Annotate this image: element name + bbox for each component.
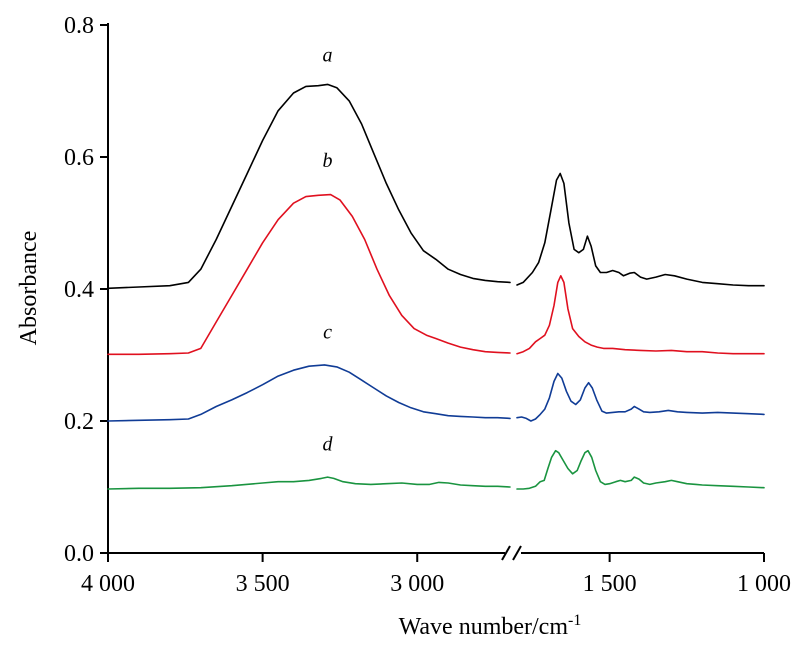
series-a-line-segment-1 — [107, 83, 511, 290]
series-label-a: a — [323, 44, 333, 66]
series-a-line-segment-2 — [516, 172, 765, 287]
x-tick-label: 3 500 — [236, 571, 290, 597]
x-axis-title: Wave number/cm-1 — [399, 612, 582, 640]
y-tick-label: 0.6 — [64, 145, 94, 171]
y-tick-label: 0.4 — [64, 277, 94, 303]
series-d-line-segment-2 — [516, 449, 765, 490]
series-label-b: b — [323, 150, 333, 172]
x-tick-label: 3 000 — [390, 571, 444, 597]
series-b-line-segment-1 — [107, 193, 511, 356]
axis-break-mark-left — [501, 545, 511, 561]
axes: 0.0 0.2 0.4 0.6 0.8 4 000 3 500 3 000 1 500 1 000 — [64, 13, 791, 597]
series-c-line-segment-1 — [107, 364, 511, 422]
series-c-line-segment-2 — [516, 372, 765, 422]
x-tick-label: 1 000 — [737, 571, 791, 597]
x-axis-title-text: Wave number/cm — [399, 614, 569, 640]
axis-break-mark-right — [512, 545, 522, 561]
series-b-line-segment-2 — [516, 275, 765, 355]
series-group — [107, 83, 765, 490]
y-tick-label: 0.2 — [64, 409, 94, 435]
y-tick-label: 0.8 — [64, 13, 94, 39]
labels-group: a b c d — [323, 44, 334, 455]
x-tick-label: 1 500 — [583, 571, 637, 597]
series-label-c: c — [323, 322, 332, 344]
x-axis-title-exponent: -1 — [568, 612, 581, 629]
series-label-d: d — [323, 434, 334, 456]
y-axis-title: Absorbance — [16, 231, 42, 346]
x-tick-label: 4 000 — [81, 571, 135, 597]
series-d-line-segment-1 — [107, 476, 511, 490]
y-tick-label: 0.0 — [64, 541, 94, 567]
